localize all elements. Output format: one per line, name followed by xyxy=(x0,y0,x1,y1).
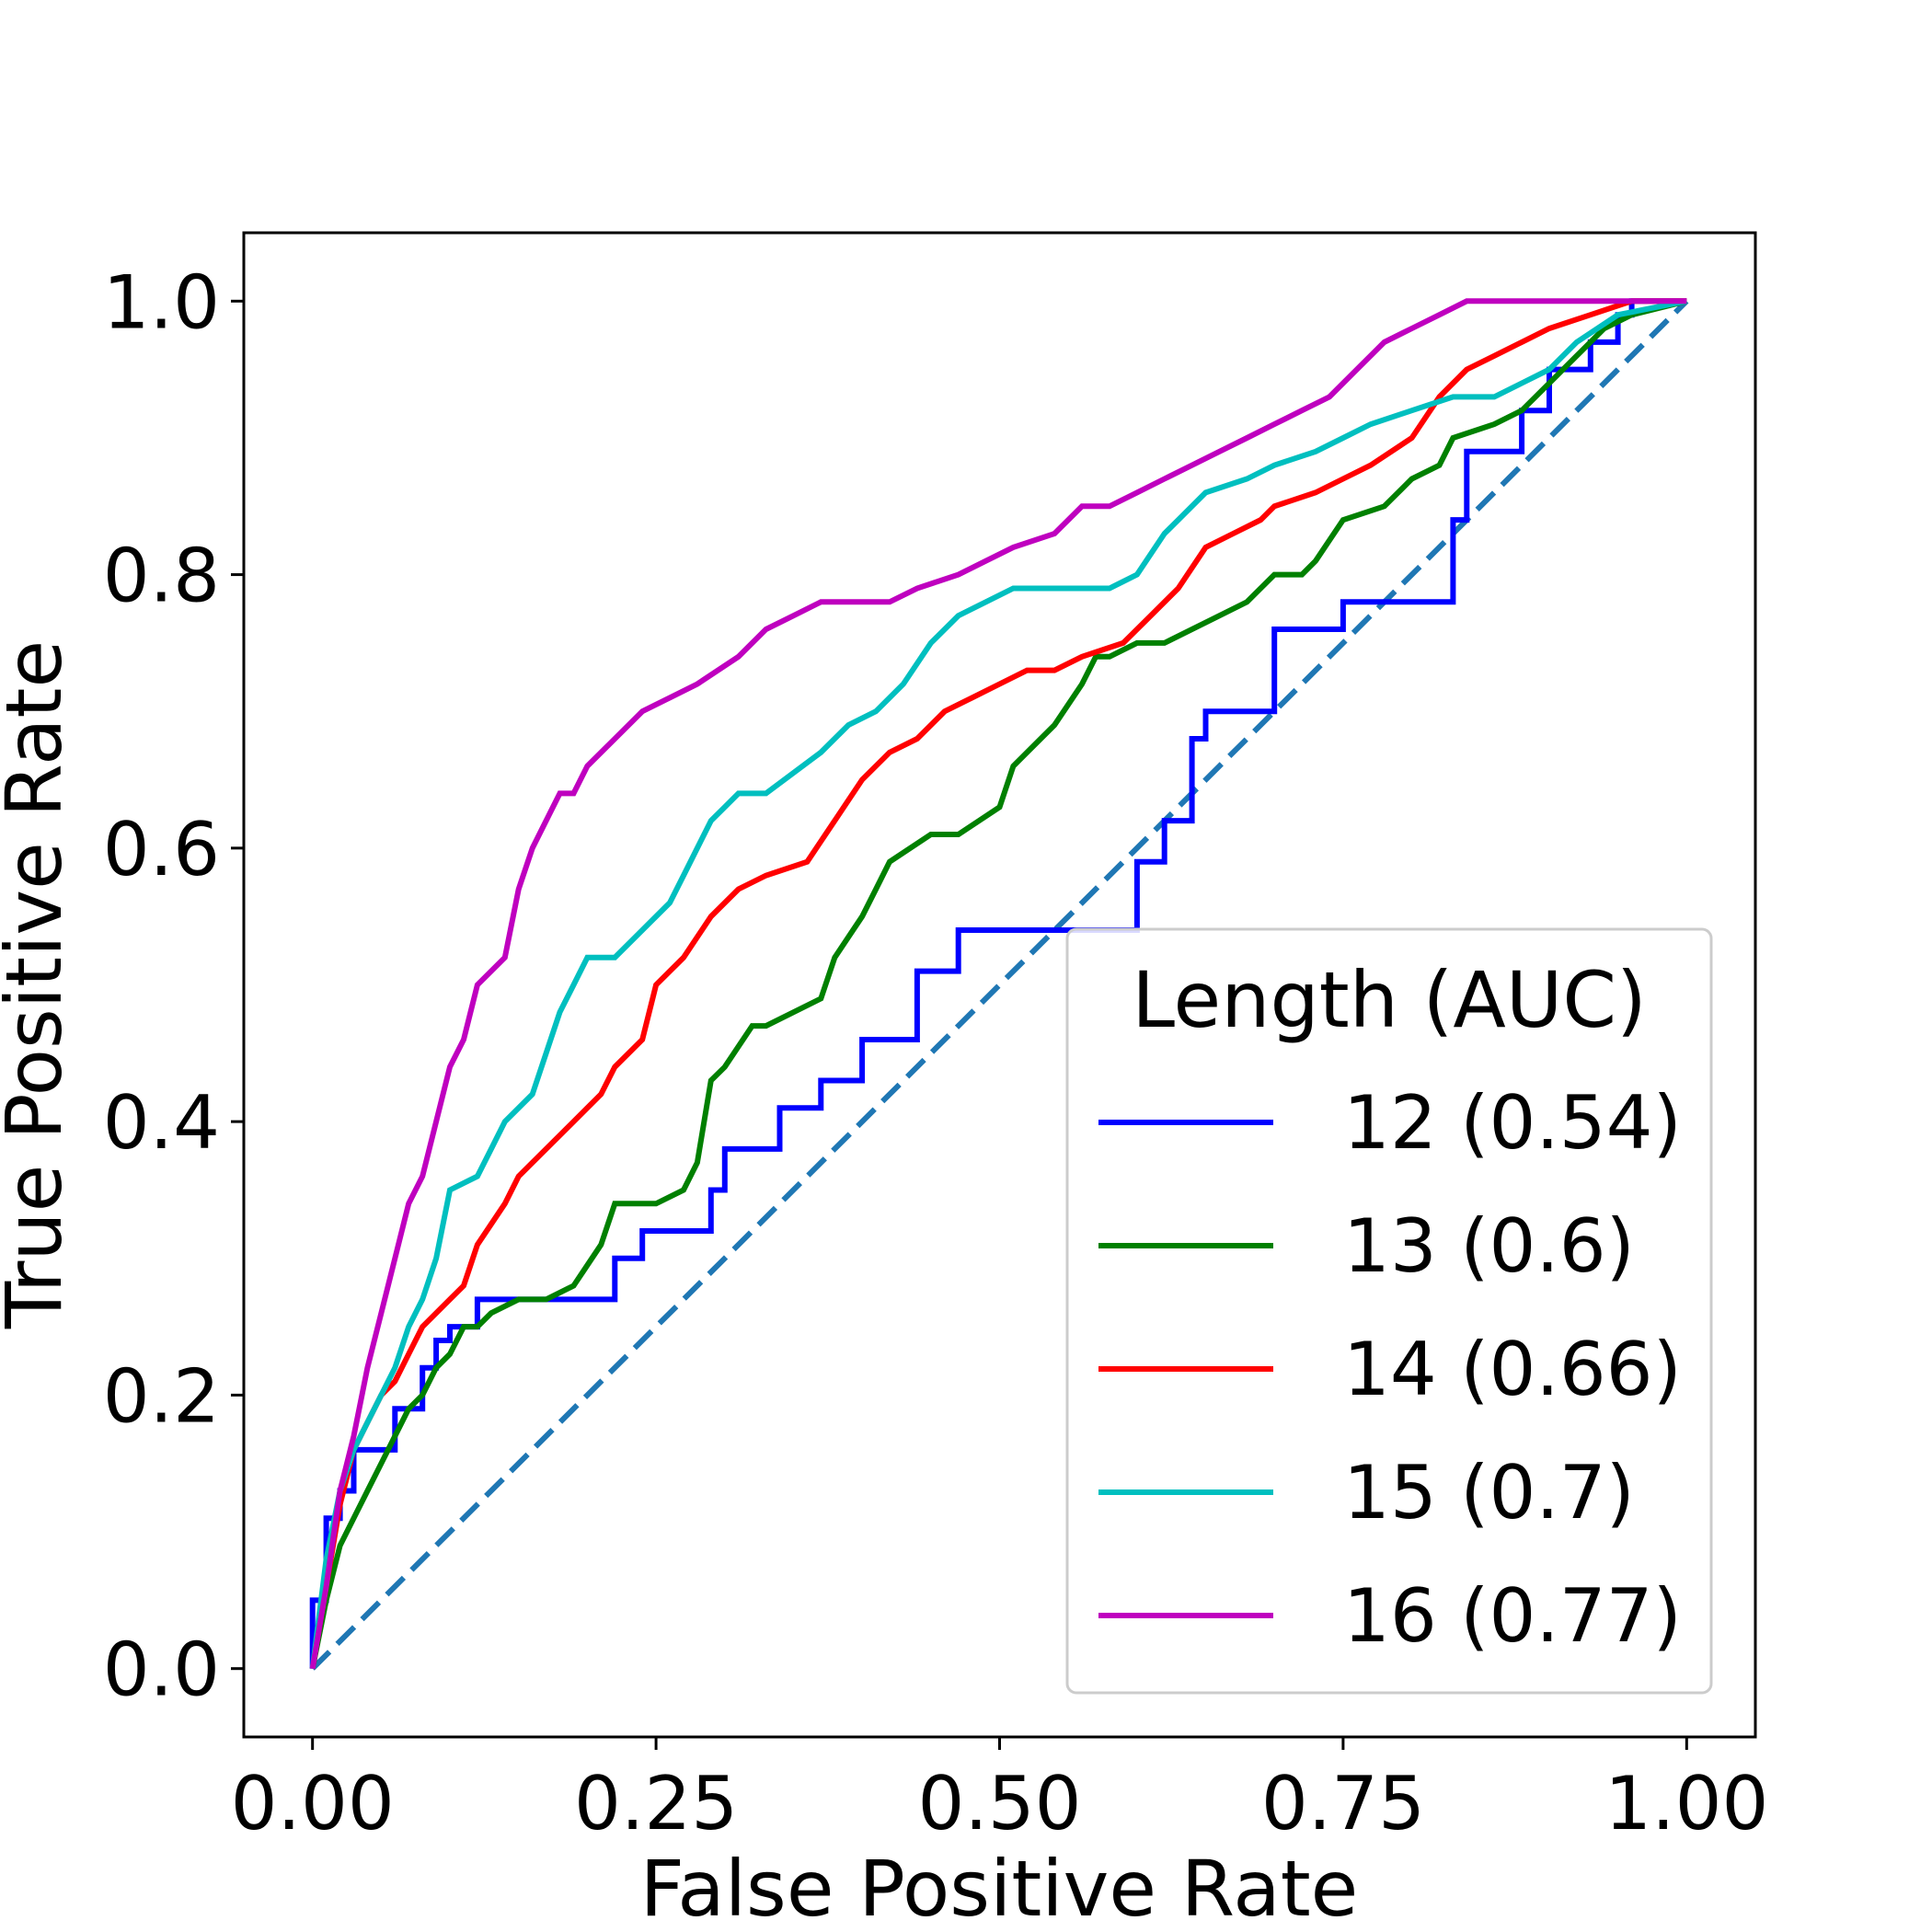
x-tick-label: 0.00 xyxy=(231,1761,395,1846)
series-layer xyxy=(309,298,1688,1670)
series-line-4 xyxy=(309,298,1687,1670)
y-tick-label: 0.4 xyxy=(103,1080,220,1166)
x-tick-label: 0.75 xyxy=(1261,1761,1425,1846)
reference-diagonal-layer xyxy=(310,299,1689,1671)
y-tick-label: 0.2 xyxy=(103,1353,220,1439)
legend-label-2: 13 (0.6) xyxy=(1343,1203,1635,1289)
legend-label-3: 14 (0.66) xyxy=(1343,1327,1682,1412)
series-line-3 xyxy=(309,298,1687,1670)
x-tick-label: 0.50 xyxy=(917,1761,1081,1846)
x-axis-title: False Positive Rate xyxy=(640,1844,1359,1932)
legend-label-5: 16 (0.77) xyxy=(1343,1573,1682,1659)
legend-items: 12 (0.54) 13 (0.6) 14 (0.66) 15 (0.7) 16 (0.… xyxy=(1098,1080,1682,1659)
legend-title: Length (AUC) xyxy=(1132,955,1647,1045)
series-line-5 xyxy=(309,298,1687,1670)
y-tick-label: 1.0 xyxy=(103,259,220,345)
series-line-2 xyxy=(309,298,1688,1670)
x-tick-label: 1.00 xyxy=(1604,1761,1768,1846)
y-tick-label: 0.0 xyxy=(103,1627,220,1713)
legend-label-1: 12 (0.54) xyxy=(1343,1080,1682,1166)
x-tick-label: 0.25 xyxy=(574,1761,738,1846)
y-axis-title: True Positive Rate xyxy=(0,640,79,1329)
y-axis: 0.0 0.2 0.4 0.6 0.8 1.0 xyxy=(103,259,244,1713)
x-axis: 0.00 0.25 0.50 0.75 1.00 xyxy=(231,1737,1768,1846)
reference-diagonal xyxy=(310,299,1689,1671)
legend: Length (AUC) 12 (0.54)13 (0.6)14 (0.66)1… xyxy=(1065,927,1713,1695)
y-tick-label: 0.6 xyxy=(103,807,220,892)
y-tick-label: 0.8 xyxy=(103,534,220,619)
series-line-1 xyxy=(309,298,1687,1669)
legend-label-4: 15 (0.7) xyxy=(1343,1450,1635,1535)
